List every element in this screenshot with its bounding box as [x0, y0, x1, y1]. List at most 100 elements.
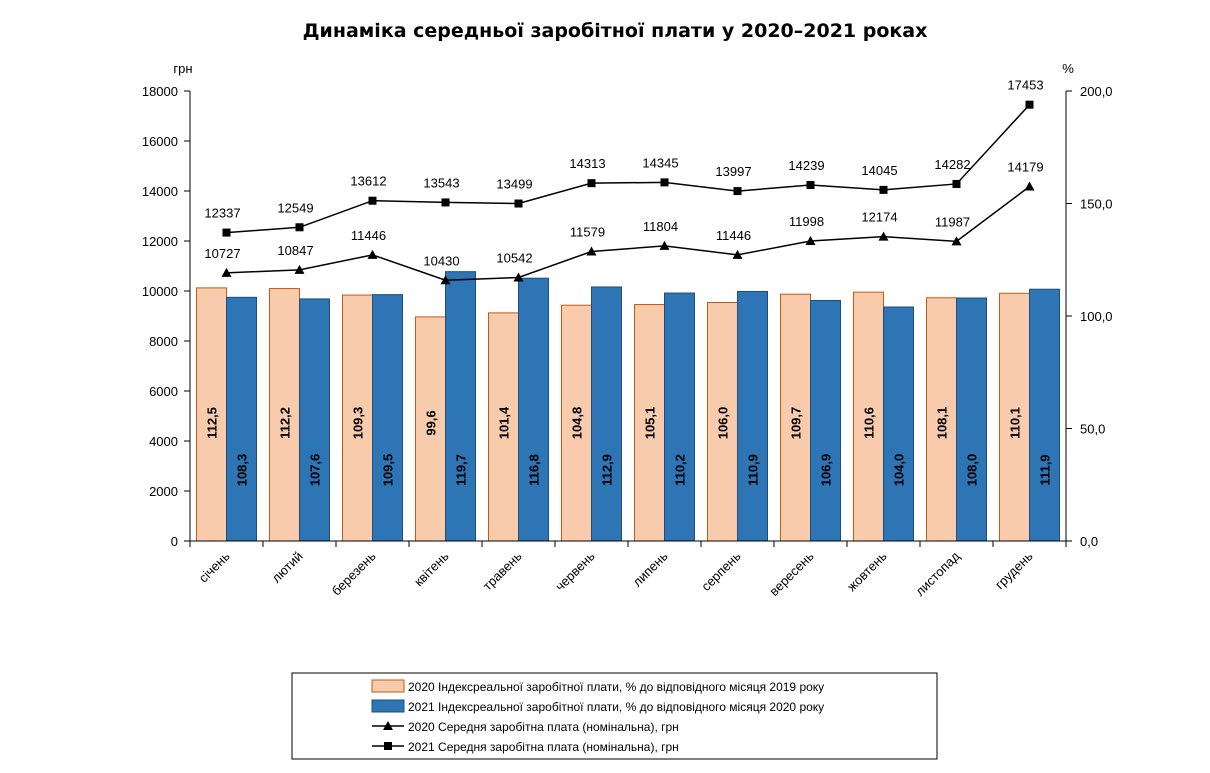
left-axis-unit: грн — [173, 61, 192, 76]
bar-value-label-2021: 109,5 — [381, 454, 396, 487]
left-axis-tick-label: 6000 — [149, 384, 178, 399]
legend-swatch-bar-2021 — [371, 699, 405, 713]
right-axis-unit: % — [1062, 61, 1074, 76]
line-value-label-2020: 11804 — [643, 219, 678, 234]
line-point-2020 — [1024, 181, 1035, 191]
bar-2020 — [999, 292, 1030, 542]
line-value-label-2020: 10430 — [423, 253, 459, 268]
line-value-label-2021: 14345 — [642, 155, 678, 170]
line-point-2021 — [441, 198, 450, 207]
line-point-2020 — [659, 240, 670, 250]
line-point-2021 — [733, 187, 742, 196]
line-value-label-2020: 14179 — [1007, 160, 1043, 175]
chart-title: Динаміка середньої заробітної плати у 20… — [303, 20, 928, 42]
line-value-label-2021: 14239 — [788, 158, 824, 173]
bar-value-label-2020: 106,0 — [716, 407, 731, 440]
line-series-2021 — [226, 104, 1031, 234]
bar-2021 — [445, 271, 476, 542]
bar-value-label-2021: 108,0 — [965, 454, 980, 487]
bar-2020 — [561, 304, 592, 542]
x-axis-category-label: червень — [552, 548, 598, 594]
line-point-2020 — [367, 249, 378, 259]
right-axis-tick-label: 0,0 — [1080, 534, 1098, 549]
line-value-label-2020: 11998 — [789, 214, 824, 229]
bar-value-label-2020: 104,8 — [570, 407, 585, 440]
bar-value-label-2021: 106,9 — [819, 454, 834, 487]
x-axis-category-label: грудень — [992, 548, 1036, 592]
right-axis-tick-label: 50,0 — [1080, 422, 1105, 437]
line-value-label-2021: 17453 — [1007, 78, 1043, 93]
x-axis-category-label: січень — [196, 548, 233, 585]
line-value-label-2021: 12549 — [277, 200, 313, 215]
line-value-label-2020: 11987 — [935, 214, 970, 229]
bar-value-label-2021: 104,0 — [892, 454, 907, 487]
bar-value-label-2021: 111,9 — [1038, 454, 1053, 485]
x-axis-category-label: вересень — [766, 548, 816, 598]
legend-swatch-bar-2020 — [371, 679, 405, 693]
left-axis-tick-label: 4000 — [149, 434, 178, 449]
bar-value-label-2020: 110,1 — [1008, 407, 1023, 439]
line-point-2020 — [221, 267, 232, 277]
line-point-2020 — [732, 249, 743, 259]
bar-2021 — [956, 297, 987, 542]
x-axis-category-label: березень — [329, 548, 379, 598]
line-value-label-2021: 12337 — [204, 206, 240, 221]
line-value-label-2020: 10847 — [277, 243, 313, 258]
bar-2021 — [664, 292, 695, 542]
bar-2021 — [1029, 288, 1060, 542]
x-axis-category-label: листопад — [912, 548, 963, 599]
left-axis-tick-label: 16000 — [142, 134, 178, 149]
bar-value-label-2020: 112,2 — [278, 407, 293, 439]
legend-marker-square — [384, 742, 392, 750]
line-point-2021 — [806, 181, 815, 190]
bar-2021 — [226, 296, 257, 542]
bar-value-label-2021: 108,3 — [235, 454, 250, 487]
line-value-label-2021: 14282 — [934, 157, 970, 172]
left-axis-tick-label: 8000 — [149, 334, 178, 349]
bar-value-label-2020: 99,6 — [424, 410, 439, 435]
bar-value-label-2020: 109,3 — [351, 407, 366, 440]
bar-value-label-2021: 110,2 — [673, 454, 688, 486]
bar-2020 — [707, 302, 738, 542]
line-value-label-2021: 13499 — [496, 177, 532, 192]
x-axis-category-label: травень — [480, 548, 525, 593]
bar-value-label-2020: 101,4 — [497, 406, 512, 439]
bar-2021 — [810, 299, 841, 542]
line-point-2020 — [294, 264, 305, 274]
line-point-2020 — [440, 275, 451, 285]
line-point-2021 — [368, 196, 377, 205]
legend-label-bar-2020: 2020 Індексреальної заробітної плати, % … — [408, 680, 824, 694]
line-value-label-2021: 14045 — [861, 163, 897, 178]
line-value-label-2021: 14313 — [569, 156, 605, 171]
bar-value-label-2021: 116,8 — [527, 454, 542, 486]
bar-2020 — [196, 287, 227, 542]
x-axis-category-label: жовтень — [844, 548, 890, 594]
left-axis-tick-label: 18000 — [142, 84, 178, 99]
left-axis-tick-label: 14000 — [142, 184, 178, 199]
line-point-2021 — [222, 228, 231, 237]
x-axis-category-label: липень — [630, 548, 671, 589]
line-value-label-2021: 13543 — [423, 175, 459, 190]
bar-value-label-2021: 107,6 — [308, 454, 323, 487]
legend-label-line-2020: 2020 Середня заробітна плата (номінальна… — [408, 720, 679, 734]
bar-value-label-2020: 105,1 — [643, 407, 658, 440]
legend-marker-triangle — [383, 721, 393, 730]
left-axis-tick-label: 10000 — [142, 284, 178, 299]
bar-2020 — [269, 288, 300, 542]
line-value-label-2020: 10542 — [496, 250, 532, 265]
line-point-2021 — [587, 179, 596, 188]
line-value-label-2020: 12174 — [861, 210, 897, 225]
line-point-2021 — [879, 185, 888, 194]
line-value-label-2021: 13997 — [715, 164, 751, 179]
bar-2021 — [372, 294, 403, 542]
left-axis-tick-label: 2000 — [149, 484, 178, 499]
bar-2021 — [883, 306, 914, 542]
bar-2021 — [518, 277, 549, 542]
bar-value-label-2021: 112,9 — [600, 454, 615, 486]
bar-value-label-2020: 112,5 — [205, 407, 220, 439]
legend-label-line-2021: 2021 Середня заробітна плата (номінальна… — [408, 740, 679, 754]
legend-label-bar-2021: 2021 Індексреальної заробітної плати, % … — [408, 700, 824, 714]
bar-value-label-2020: 109,7 — [789, 407, 804, 440]
left-axis-tick-label: 0 — [171, 534, 178, 549]
